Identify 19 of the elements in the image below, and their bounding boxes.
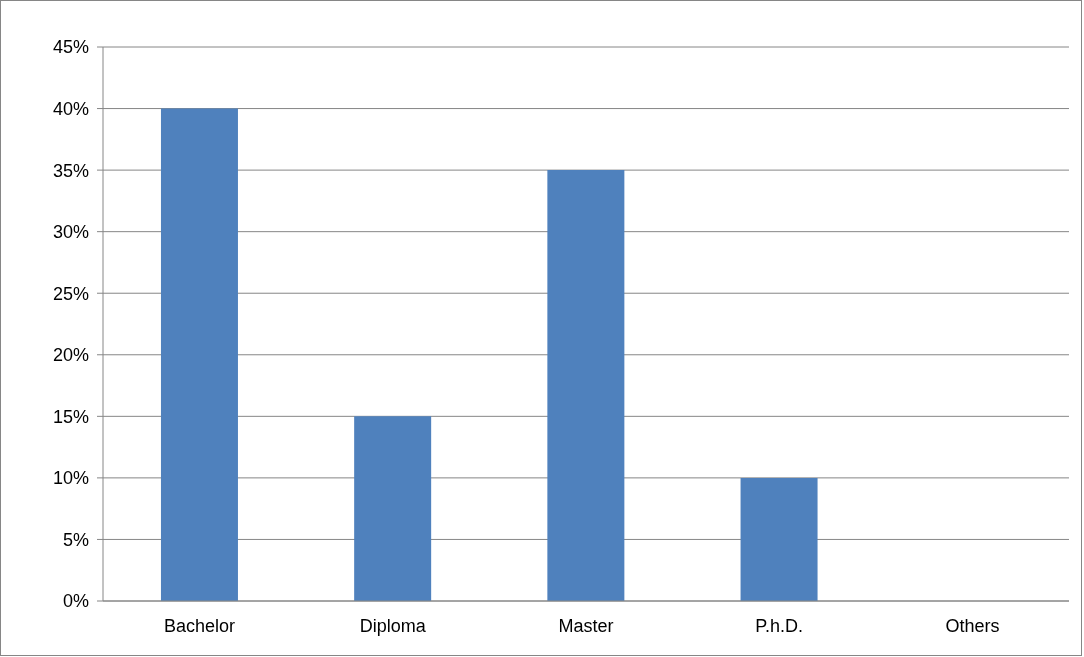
bar	[547, 170, 625, 601]
y-tick-label: 5%	[62, 529, 89, 550]
y-tick-label: 20%	[52, 345, 89, 366]
x-tick-label: P.h.D.	[755, 615, 804, 636]
x-tick-label: Master	[558, 615, 614, 636]
bar	[354, 416, 432, 601]
x-tick-label: Others	[945, 615, 1000, 636]
y-tick-label: 15%	[52, 406, 89, 427]
y-tick-label: 10%	[52, 468, 89, 489]
y-tick-label: 40%	[52, 98, 89, 119]
x-tick-label: Bachelor	[164, 615, 236, 636]
y-tick-label: 25%	[52, 283, 89, 304]
bar	[160, 108, 238, 601]
y-tick-label: 30%	[52, 222, 89, 243]
y-tick-label: 0%	[62, 591, 89, 612]
y-tick-label: 45%	[52, 37, 89, 58]
bar	[740, 477, 818, 601]
y-tick-label: 35%	[52, 160, 89, 181]
x-tick-label: Diploma	[359, 615, 427, 636]
